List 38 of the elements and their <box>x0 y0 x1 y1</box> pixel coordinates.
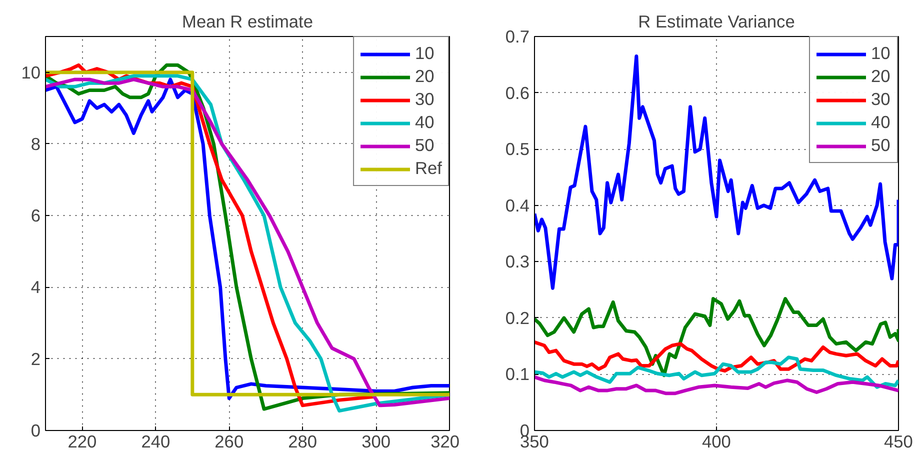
y-tick-label: 0.5 <box>505 139 530 160</box>
y-tick-label: 4 <box>30 277 41 298</box>
x-tick-label: 400 <box>702 432 731 452</box>
legend-label: 50 <box>871 135 891 156</box>
legend-label: 10 <box>415 43 436 64</box>
y-tick-label: 0.3 <box>505 252 530 272</box>
line-series <box>534 297 898 378</box>
y-tick-label: 2 <box>30 348 41 369</box>
y-tick-label: 10 <box>21 62 41 82</box>
y-tick-label: 0.7 <box>505 26 530 46</box>
x-tick-label: 260 <box>214 432 244 452</box>
legend-label: 40 <box>415 112 436 133</box>
y-tick-label: 0 <box>30 420 41 440</box>
legend-label: 40 <box>871 112 891 133</box>
legend-label: 10 <box>871 43 891 64</box>
legend-label: 50 <box>415 135 436 156</box>
chart-title: Mean R estimate <box>182 12 313 32</box>
chart-title: R Estimate Variance <box>638 12 795 32</box>
x-tick-label: 450 <box>884 432 913 452</box>
line-series <box>534 340 898 373</box>
legend-label: 20 <box>871 66 891 87</box>
y-tick-label: 6 <box>30 206 41 226</box>
line-series <box>534 356 898 389</box>
legend-label: 30 <box>415 89 436 110</box>
legend-label: 30 <box>871 89 891 110</box>
legend-label: Ref <box>415 158 442 179</box>
x-tick-label: 280 <box>288 432 318 452</box>
y-tick-label: 0.6 <box>505 82 530 103</box>
line-series <box>534 375 898 396</box>
x-tick-label: 220 <box>68 432 97 452</box>
legend-label: 20 <box>415 66 436 87</box>
x-tick-label: 300 <box>362 432 391 452</box>
y-tick-label: 0.4 <box>505 195 530 216</box>
x-tick-label: 320 <box>430 432 460 452</box>
x-tick-label: 240 <box>141 432 170 452</box>
y-tick-label: 0.1 <box>505 364 530 384</box>
y-tick-label: 0.2 <box>505 308 530 328</box>
y-tick-label: 8 <box>30 134 41 154</box>
